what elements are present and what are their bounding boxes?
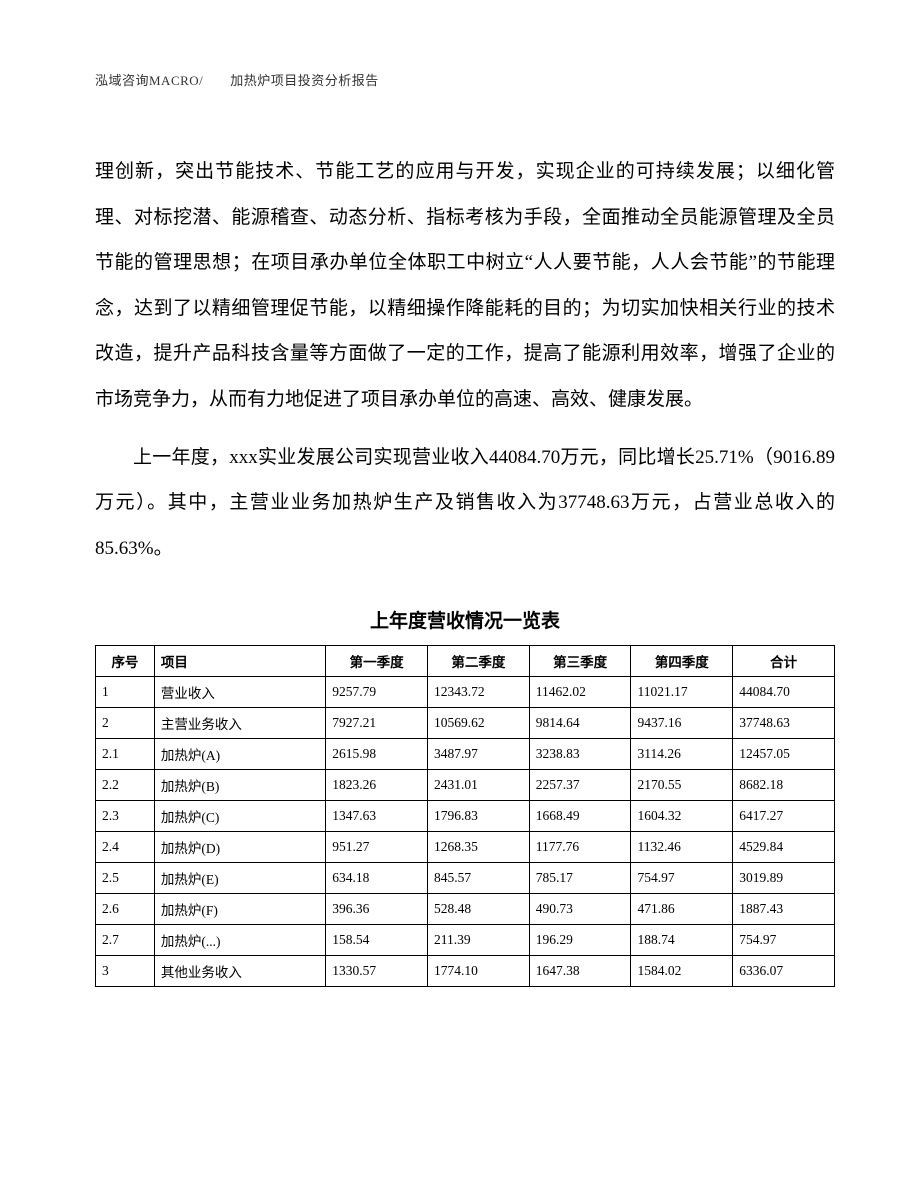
cell-q1: 951.27 xyxy=(326,832,428,863)
cell-q1: 7927.21 xyxy=(326,708,428,739)
col-header-seq: 序号 xyxy=(96,646,155,677)
cell-item: 加热炉(E) xyxy=(154,863,325,894)
table-row: 2.4 加热炉(D) 951.27 1268.35 1177.76 1132.4… xyxy=(96,832,835,863)
cell-q4: 754.97 xyxy=(631,863,733,894)
body-paragraph-1: 理创新，突出节能技术、节能工艺的应用与开发，实现企业的可持续发展；以细化管理、对… xyxy=(95,149,835,423)
cell-q3: 2257.37 xyxy=(529,770,631,801)
body-paragraph-2: 上一年度，xxx实业发展公司实现营业收入44084.70万元，同比增长25.71… xyxy=(95,435,835,572)
cell-q1: 2615.98 xyxy=(326,739,428,770)
cell-total: 6417.27 xyxy=(733,801,835,832)
table-row: 2 主营业务收入 7927.21 10569.62 9814.64 9437.1… xyxy=(96,708,835,739)
cell-q3: 1668.49 xyxy=(529,801,631,832)
cell-seq: 2.3 xyxy=(96,801,155,832)
cell-q4: 3114.26 xyxy=(631,739,733,770)
cell-seq: 1 xyxy=(96,677,155,708)
revenue-table: 序号 项目 第一季度 第二季度 第三季度 第四季度 合计 1 营业收入 9257… xyxy=(95,645,835,987)
cell-total: 1887.43 xyxy=(733,894,835,925)
cell-item: 加热炉(F) xyxy=(154,894,325,925)
col-header-q1: 第一季度 xyxy=(326,646,428,677)
cell-q2: 528.48 xyxy=(427,894,529,925)
cell-seq: 2.2 xyxy=(96,770,155,801)
table-header-row: 序号 项目 第一季度 第二季度 第三季度 第四季度 合计 xyxy=(96,646,835,677)
cell-q1: 158.54 xyxy=(326,925,428,956)
cell-q1: 1330.57 xyxy=(326,956,428,987)
cell-q3: 9814.64 xyxy=(529,708,631,739)
table-row: 1 营业收入 9257.79 12343.72 11462.02 11021.1… xyxy=(96,677,835,708)
col-header-q3: 第三季度 xyxy=(529,646,631,677)
cell-q3: 11462.02 xyxy=(529,677,631,708)
cell-seq: 3 xyxy=(96,956,155,987)
cell-q2: 1796.83 xyxy=(427,801,529,832)
col-header-q2: 第二季度 xyxy=(427,646,529,677)
cell-q4: 471.86 xyxy=(631,894,733,925)
cell-item: 加热炉(...) xyxy=(154,925,325,956)
cell-q3: 490.73 xyxy=(529,894,631,925)
cell-total: 37748.63 xyxy=(733,708,835,739)
cell-q4: 11021.17 xyxy=(631,677,733,708)
cell-item: 营业收入 xyxy=(154,677,325,708)
cell-total: 8682.18 xyxy=(733,770,835,801)
table-title: 上年度营收情况一览表 xyxy=(95,606,835,633)
cell-total: 6336.07 xyxy=(733,956,835,987)
cell-seq: 2.5 xyxy=(96,863,155,894)
cell-q1: 9257.79 xyxy=(326,677,428,708)
cell-q2: 1774.10 xyxy=(427,956,529,987)
cell-q3: 1177.76 xyxy=(529,832,631,863)
page-header: 泓域咨询MACRO/ 加热炉项目投资分析报告 xyxy=(95,70,835,89)
cell-q2: 1268.35 xyxy=(427,832,529,863)
cell-item: 加热炉(A) xyxy=(154,739,325,770)
cell-q1: 1347.63 xyxy=(326,801,428,832)
cell-seq: 2.6 xyxy=(96,894,155,925)
cell-q3: 3238.83 xyxy=(529,739,631,770)
cell-q3: 785.17 xyxy=(529,863,631,894)
cell-q4: 1604.32 xyxy=(631,801,733,832)
table-row: 2.6 加热炉(F) 396.36 528.48 490.73 471.86 1… xyxy=(96,894,835,925)
table-row: 2.1 加热炉(A) 2615.98 3487.97 3238.83 3114.… xyxy=(96,739,835,770)
cell-seq: 2.1 xyxy=(96,739,155,770)
cell-q3: 196.29 xyxy=(529,925,631,956)
cell-q4: 1132.46 xyxy=(631,832,733,863)
cell-total: 754.97 xyxy=(733,925,835,956)
cell-q2: 10569.62 xyxy=(427,708,529,739)
col-header-item: 项目 xyxy=(154,646,325,677)
col-header-q4: 第四季度 xyxy=(631,646,733,677)
cell-total: 12457.05 xyxy=(733,739,835,770)
table-row: 2.3 加热炉(C) 1347.63 1796.83 1668.49 1604.… xyxy=(96,801,835,832)
cell-q4: 188.74 xyxy=(631,925,733,956)
table-row: 2.7 加热炉(...) 158.54 211.39 196.29 188.74… xyxy=(96,925,835,956)
cell-item: 主营业务收入 xyxy=(154,708,325,739)
cell-q1: 634.18 xyxy=(326,863,428,894)
col-header-total: 合计 xyxy=(733,646,835,677)
cell-seq: 2.7 xyxy=(96,925,155,956)
cell-q4: 1584.02 xyxy=(631,956,733,987)
cell-q2: 2431.01 xyxy=(427,770,529,801)
table-row: 2.2 加热炉(B) 1823.26 2431.01 2257.37 2170.… xyxy=(96,770,835,801)
cell-q2: 3487.97 xyxy=(427,739,529,770)
cell-item: 加热炉(D) xyxy=(154,832,325,863)
cell-seq: 2 xyxy=(96,708,155,739)
cell-q4: 9437.16 xyxy=(631,708,733,739)
cell-q2: 12343.72 xyxy=(427,677,529,708)
cell-q4: 2170.55 xyxy=(631,770,733,801)
cell-total: 44084.70 xyxy=(733,677,835,708)
cell-item: 加热炉(C) xyxy=(154,801,325,832)
cell-item: 加热炉(B) xyxy=(154,770,325,801)
cell-q2: 211.39 xyxy=(427,925,529,956)
cell-q2: 845.57 xyxy=(427,863,529,894)
cell-total: 4529.84 xyxy=(733,832,835,863)
cell-q3: 1647.38 xyxy=(529,956,631,987)
cell-total: 3019.89 xyxy=(733,863,835,894)
table-row: 3 其他业务收入 1330.57 1774.10 1647.38 1584.02… xyxy=(96,956,835,987)
cell-seq: 2.4 xyxy=(96,832,155,863)
cell-q1: 1823.26 xyxy=(326,770,428,801)
cell-q1: 396.36 xyxy=(326,894,428,925)
table-row: 2.5 加热炉(E) 634.18 845.57 785.17 754.97 3… xyxy=(96,863,835,894)
cell-item: 其他业务收入 xyxy=(154,956,325,987)
